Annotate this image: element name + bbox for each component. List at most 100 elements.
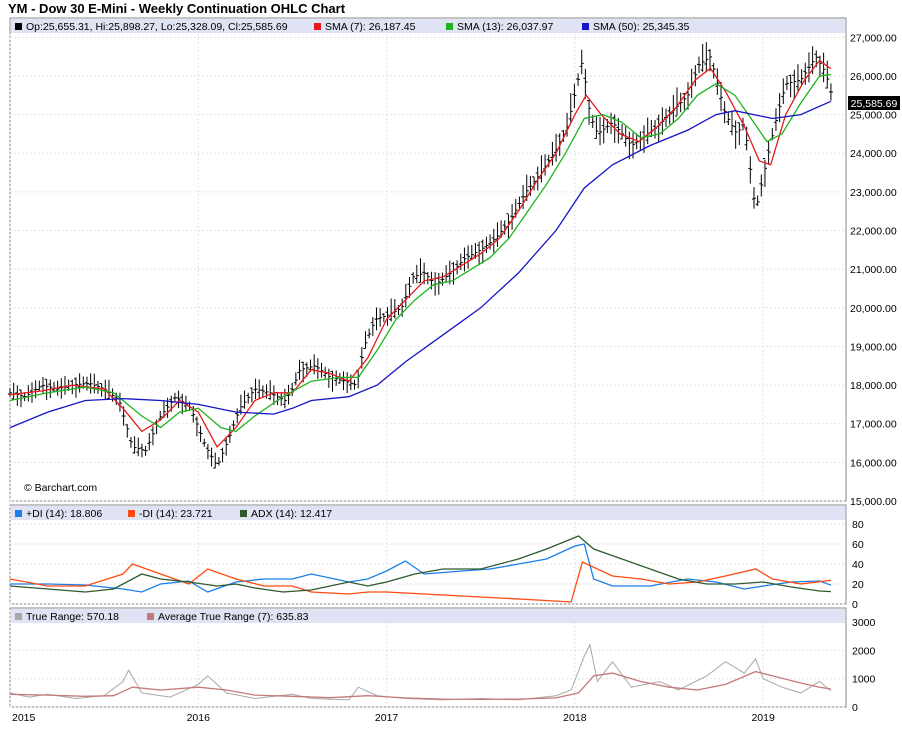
ohlc-bar	[568, 93, 573, 123]
x-tick-label: 2017	[375, 712, 399, 724]
price-tick-label: 24,000.00	[850, 148, 897, 160]
ohlc-bar	[532, 176, 537, 191]
sma7-legend: SMA (7): 26,187.45	[325, 21, 416, 33]
ohlc-bar	[418, 258, 423, 284]
adx-line	[9, 535, 831, 593]
ohlc-bar	[502, 220, 507, 235]
series-lines	[9, 59, 832, 701]
ohlc-bar	[598, 116, 603, 146]
ohlc-bar	[125, 424, 130, 438]
dmi-tick-label: 80	[852, 519, 864, 531]
ohlc-bar	[8, 388, 12, 397]
sma50-line	[9, 100, 832, 429]
price-tick-label: 27,000.00	[850, 32, 897, 44]
ohlc-bar	[224, 436, 229, 456]
ohlc-bar	[729, 110, 734, 136]
price-tick-label: 16,000.00	[850, 457, 897, 469]
price-tick-label: 26,000.00	[850, 71, 897, 83]
ohlc-bar	[95, 380, 100, 394]
ohlc-bar	[737, 122, 742, 145]
atr-line	[9, 670, 832, 701]
ohlc-bar	[579, 49, 584, 75]
ohlc-bar	[821, 52, 826, 83]
x-tick-label: 2016	[187, 712, 211, 724]
ohlc-bar	[601, 118, 606, 144]
ohlc-bar	[150, 426, 155, 446]
ohlc-bar	[407, 277, 412, 298]
x-tick-label: 2015	[12, 712, 36, 724]
ohlc-bar	[488, 234, 493, 250]
sma50-legend: SMA (50): 25,345.35	[593, 21, 689, 33]
ohlc-bar	[781, 78, 786, 105]
ohlc-bar	[425, 272, 430, 285]
price-tick-label: 23,000.00	[850, 187, 897, 199]
ohlc-bar	[297, 359, 302, 380]
ohlc-bar	[572, 83, 577, 109]
ohlc-bar	[403, 283, 408, 308]
ohlc-bar	[337, 372, 342, 384]
price-tick-label: 22,000.00	[850, 226, 897, 238]
ohlc-bar	[77, 373, 82, 393]
price-axis: 27,000.00 26,000.00 25,000.00 24,000.00 23,0…	[850, 32, 897, 508]
ohlc-bar	[627, 131, 632, 160]
price-tick-label: 25,000.00	[850, 110, 897, 122]
ohlc-bar	[315, 358, 320, 380]
last-price-tag	[848, 96, 900, 110]
sma13-line	[9, 73, 831, 433]
sma7-line	[9, 59, 832, 448]
ohlc-bar	[788, 74, 793, 98]
ohlc-bar	[414, 264, 419, 284]
ohlc-bar	[751, 187, 756, 209]
sma50-swatch	[582, 23, 589, 30]
ohlc-bar	[136, 437, 141, 457]
sma7-swatch	[314, 23, 321, 30]
tr-tick-label: 0	[852, 702, 858, 714]
ohlc-bar	[367, 328, 372, 339]
ohlc-bar	[715, 68, 720, 95]
watermark: © Barchart.com	[24, 482, 97, 494]
ohlc-bar	[198, 425, 203, 442]
sma13-legend: SMA (13): 26,037.97	[457, 21, 553, 33]
dmi-tick-label: 60	[852, 539, 864, 551]
ohlc-bar	[784, 75, 789, 91]
ohlc-bar	[726, 111, 731, 126]
ohlc-bar	[799, 69, 804, 85]
mdi-line	[9, 561, 831, 603]
ohlc-bar	[773, 108, 778, 132]
ohlc-bar	[246, 392, 251, 404]
dmi-tick-label: 0	[852, 599, 858, 611]
x-axis: 2015 2016 2017 2018 2019	[12, 712, 775, 724]
ohlc-bar	[795, 64, 800, 91]
pdi-legend: +DI (14): 18.806	[26, 508, 102, 520]
tr-tick-label: 2000	[852, 645, 876, 657]
ohlc-bar	[620, 124, 625, 140]
pdi-line	[10, 543, 832, 593]
ohlc-bar	[147, 433, 152, 451]
price-tick-label: 17,000.00	[850, 419, 897, 431]
dmi-legend-bg	[11, 506, 845, 520]
ohlc-bar	[290, 382, 295, 397]
ohlc-bar	[759, 174, 764, 197]
ohlc-bar	[202, 438, 207, 447]
ohlc-bar	[242, 390, 247, 409]
ohlc-legend: Op:25,655.31, Hi:25,898.27, Lo:25,328.09…	[26, 21, 288, 33]
ohlc-bar	[697, 56, 702, 74]
ohlc-bar	[374, 307, 379, 331]
ohlc-bar	[616, 117, 621, 144]
tr-legend-bg	[11, 609, 845, 623]
ohlc-bar	[803, 62, 808, 85]
ohlc-bar	[587, 99, 592, 125]
ohlc-bar	[583, 68, 588, 99]
ohlc-bar	[370, 317, 375, 337]
ohlc-bar	[748, 156, 753, 184]
chart-title: YM - Dow 30 E-Mini - Weekly Continuation…	[8, 1, 346, 16]
ohlc-bar	[711, 62, 716, 79]
dmi-axis: 80 60 40 20 0	[852, 519, 864, 611]
tr-swatch	[15, 613, 22, 620]
tr-legend: True Range: 570.18	[26, 611, 119, 623]
ohlc-bar	[352, 379, 357, 390]
ohlc-bar	[271, 385, 276, 405]
price-tick-label: 19,000.00	[850, 341, 897, 353]
tr-axis: 3000 2000 1000 0	[852, 617, 876, 714]
